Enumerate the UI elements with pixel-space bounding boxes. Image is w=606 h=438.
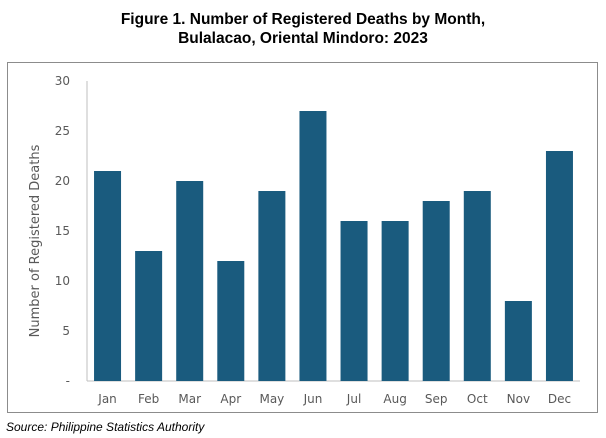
bars bbox=[94, 111, 573, 381]
bar-jun bbox=[299, 111, 327, 381]
x-tick-label-apr: Apr bbox=[220, 392, 241, 406]
y-axis-ticks: - 5 10 15 20 25 30 bbox=[55, 74, 70, 388]
x-tick-label-dec: Dec bbox=[548, 392, 571, 406]
x-tick-label-sep: Sep bbox=[425, 392, 448, 406]
x-axis-ticks: Jan Feb Mar Apr May Jun Jul Aug Sep Oct Nov Dec bbox=[97, 392, 571, 406]
x-tick-label-jan: Jan bbox=[97, 392, 117, 406]
source-note: Source: Philippine Statistics Authority bbox=[6, 420, 205, 434]
y-tick-label: 15 bbox=[55, 224, 70, 238]
y-tick-label: 5 bbox=[62, 324, 70, 338]
y-tick-label: 30 bbox=[55, 74, 70, 88]
bar-aug bbox=[381, 221, 409, 381]
y-tick-label: 10 bbox=[55, 274, 70, 288]
bar-apr bbox=[217, 261, 245, 381]
bar-sep bbox=[422, 201, 450, 381]
bar-nov bbox=[504, 301, 532, 381]
y-axis-title: Number of Registered Deaths bbox=[28, 144, 43, 337]
bar-dec bbox=[545, 151, 573, 381]
chart-title-line-1: Figure 1. Number of Registered Deaths by… bbox=[120, 11, 486, 28]
chart-title: Figure 1. Number of Registered Deaths by… bbox=[0, 10, 606, 48]
bar-may bbox=[258, 191, 286, 381]
y-tick-label: 25 bbox=[55, 124, 70, 138]
x-tick-label-oct: Oct bbox=[467, 392, 488, 406]
y-tick-label: 20 bbox=[55, 174, 70, 188]
x-tick-label-nov: Nov bbox=[507, 392, 530, 406]
x-tick-label-aug: Aug bbox=[383, 392, 406, 406]
bar-jul bbox=[340, 221, 368, 381]
bar-mar bbox=[176, 181, 204, 381]
x-tick-label-jul: Jul bbox=[346, 392, 361, 406]
y-tick-label: - bbox=[66, 374, 70, 388]
bar-oct bbox=[463, 191, 491, 381]
x-tick-label-mar: Mar bbox=[178, 392, 201, 406]
x-tick-label-jun: Jun bbox=[303, 392, 323, 406]
bar-jan bbox=[94, 171, 122, 381]
bar-feb bbox=[135, 251, 163, 381]
chart-title-line-2: Bulalacao, Oriental Mindoro: 2023 bbox=[178, 30, 428, 47]
x-tick-label-feb: Feb bbox=[138, 392, 159, 406]
x-tick-label-may: May bbox=[259, 392, 284, 406]
